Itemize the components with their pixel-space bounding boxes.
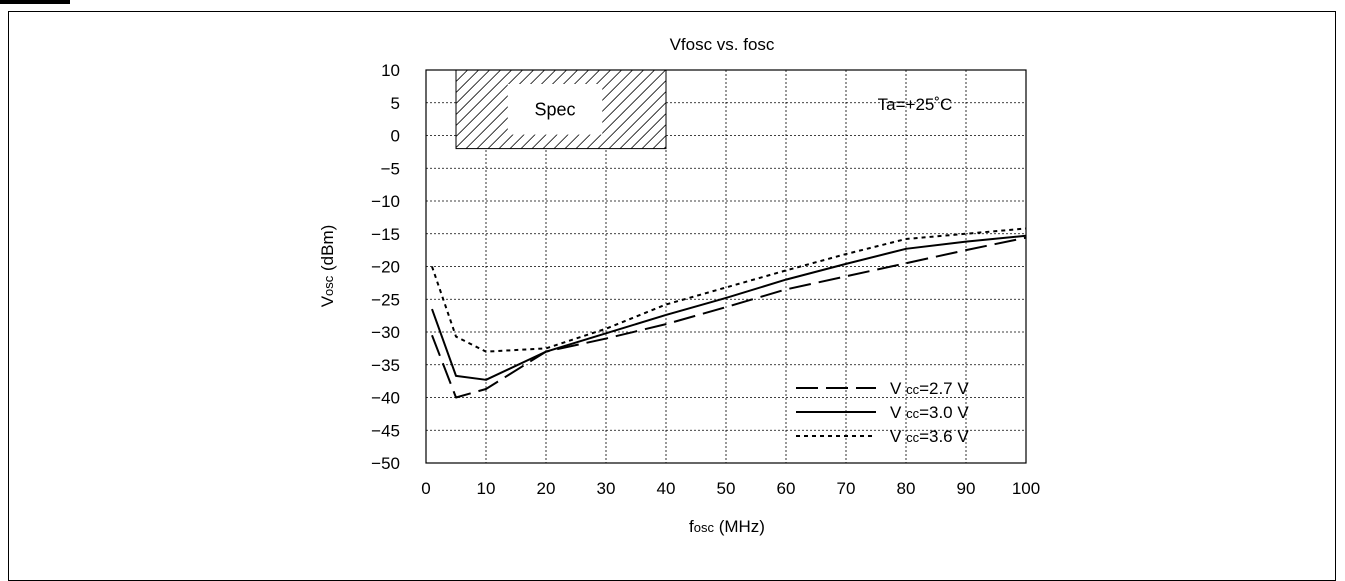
series-line-solid	[431, 234, 1027, 381]
x-tick-label: 30	[597, 479, 616, 498]
spec-region: Spec	[455, 69, 667, 150]
x-tick-label: 20	[537, 479, 556, 498]
y-tick-label: 0	[391, 127, 400, 146]
x-axis-label: fosc (MHz)	[689, 517, 765, 536]
y-tick-label: −5	[381, 159, 400, 178]
y-tick-label: −50	[371, 454, 400, 473]
y-tick-label: −45	[371, 421, 400, 440]
series-line-dotted	[431, 227, 1027, 353]
x-tick-label: 50	[717, 479, 736, 498]
y-axis-label-main: V	[318, 295, 337, 307]
annotation-temperature: Ta=+25˚C	[878, 95, 953, 114]
series-lines	[431, 227, 1027, 399]
y-tick-label: −20	[371, 258, 400, 277]
series-line-dashed	[431, 236, 1027, 399]
spec-label: Spec	[534, 99, 575, 119]
legend-label: V cc=3.6 V	[890, 427, 969, 446]
y-tick-label: 10	[381, 61, 400, 80]
legend-label: V cc=2.7 V	[890, 379, 969, 398]
x-tick-labels: 0 10 20 30 40 50 60 70 80 90 100	[421, 479, 1040, 498]
spec-label-backdrop	[507, 84, 603, 135]
plot-border	[425, 69, 1027, 464]
x-tick-label: 40	[657, 479, 676, 498]
y-axis-label-unit: (dBm)	[318, 225, 337, 276]
y-tick-label: −10	[371, 192, 400, 211]
y-tick-label: −25	[371, 290, 400, 309]
header-mark	[0, 0, 70, 4]
grid-lines	[426, 70, 1026, 463]
x-axis-label-main: f	[689, 517, 694, 536]
x-tick-label: 100	[1012, 479, 1040, 498]
y-tick-labels: 10 5 0 −5 −10 −15 −20 −25 −30 −35 −40 −45 −50	[371, 61, 400, 473]
chart-title: Vfosc vs. fosc	[670, 35, 775, 54]
y-tick-label: −30	[371, 323, 400, 342]
x-tick-label: 70	[837, 479, 856, 498]
x-tick-label: 80	[897, 479, 916, 498]
legend-label: V cc=3.0 V	[890, 403, 969, 422]
y-tick-label: −15	[371, 225, 400, 244]
y-tick-label: −40	[371, 389, 400, 408]
y-axis-label-sub: osc	[321, 275, 336, 296]
legend: V cc=2.7 V V cc=3.0 V V cc=3.6 V	[796, 379, 969, 446]
x-tick-label: 90	[957, 479, 976, 498]
y-tick-label: 5	[391, 94, 400, 113]
line-chart: Vfosc vs. fosc Spec 1050−5−10−15−20−25−3…	[318, 35, 1040, 536]
x-tick-label: 10	[477, 479, 496, 498]
y-tick-label: −35	[371, 356, 400, 375]
x-axis-label-unit: (MHz)	[714, 517, 765, 536]
x-tick-label: 60	[777, 479, 796, 498]
y-axis-label: Vosc (dBm)	[318, 225, 337, 308]
x-tick-label: 0	[421, 479, 430, 498]
x-axis-label-sub: osc	[694, 520, 715, 535]
